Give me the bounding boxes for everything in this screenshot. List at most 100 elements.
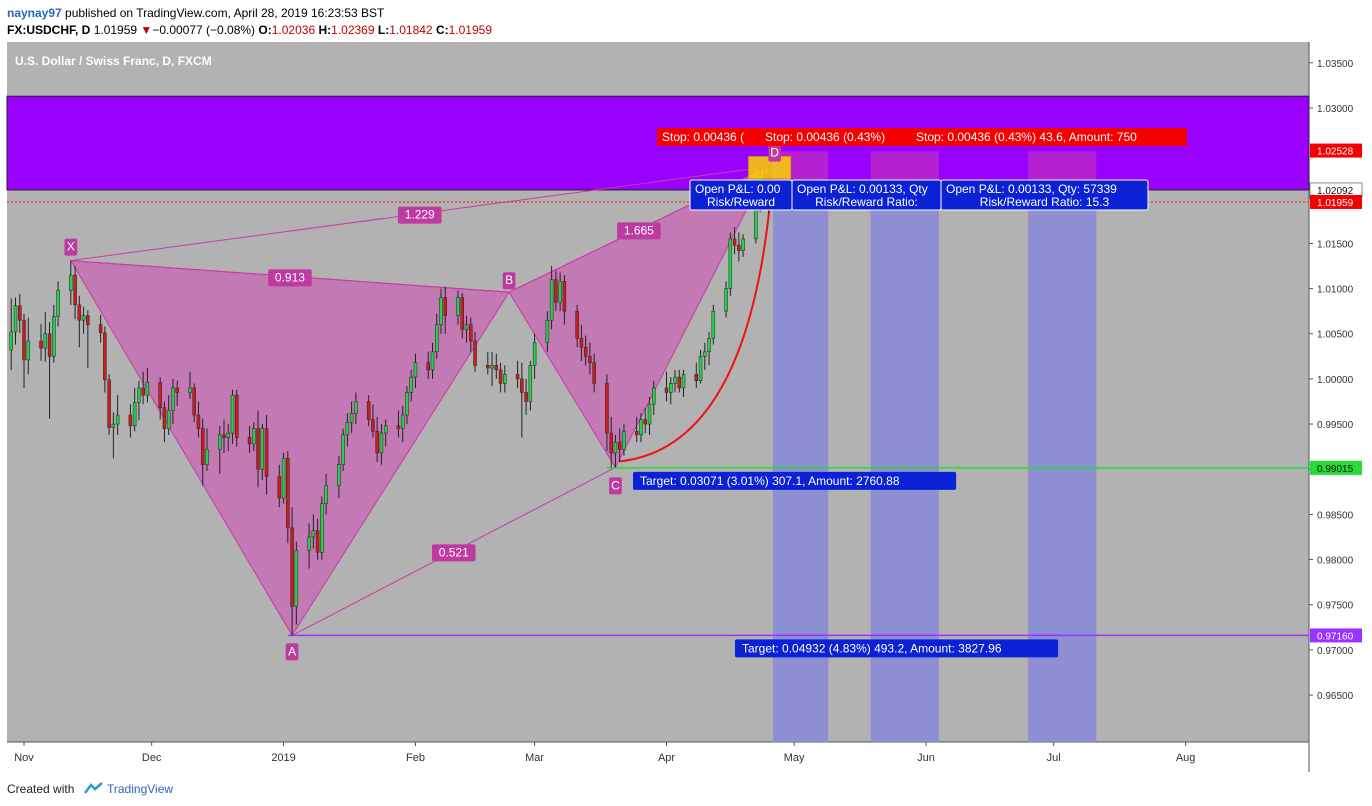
candle-down	[562, 281, 567, 312]
candle-down	[592, 362, 596, 384]
target-label-1: Target: 0.04932 (4.83%) 493.2, Amount: 3…	[742, 641, 1002, 655]
low-label: L:	[377, 23, 390, 37]
candle-up	[503, 374, 507, 384]
low-value: 1.01842	[389, 23, 433, 37]
candle-down	[469, 324, 473, 342]
candle-down	[605, 383, 609, 434]
price-badge-bg-4	[1310, 628, 1362, 643]
candle-up	[703, 351, 707, 357]
candle-up	[145, 382, 150, 396]
candle-down	[617, 441, 622, 450]
tradingview-brand-link[interactable]: TradingView	[107, 782, 174, 796]
candle-down	[583, 347, 588, 357]
candle-down	[664, 387, 669, 393]
point-label-D-bg	[768, 144, 781, 162]
x-tick-label: Jun	[917, 752, 935, 764]
candle-up	[166, 410, 171, 429]
published-text: published on TradingView.com, April 28, …	[65, 6, 385, 20]
symbol-text: FX:USDCHF, D	[7, 23, 91, 37]
open-label-line2-1: Risk/Reward Ratio:	[815, 195, 918, 209]
x-tick-label: Aug	[1176, 752, 1196, 764]
stop-label-bg-0	[657, 128, 760, 146]
publish-line: naynay97 published on TradingView.com, A…	[7, 6, 384, 20]
candle-down	[162, 407, 167, 429]
candle-down	[256, 428, 260, 470]
candle-down	[286, 458, 290, 529]
candle-down	[375, 431, 379, 454]
footer: Created with TradingView	[0, 772, 1372, 806]
tradingview-logo-icon[interactable]	[83, 781, 105, 795]
candle-down	[426, 362, 430, 371]
candle-down	[103, 332, 107, 381]
candle-up	[337, 464, 341, 486]
candle-down	[39, 340, 43, 349]
ohlc-line: FX:USDCHF, D 1.01959 ▼−0.00077 (−0.08%) …	[7, 23, 492, 37]
y-tick-label: 0.96500	[1317, 691, 1354, 702]
point-label-B-bg	[502, 272, 516, 290]
change-text: −0.00077 (−0.08%)	[152, 23, 256, 37]
candle-down	[694, 374, 699, 381]
price-badge-bg-0	[1310, 143, 1362, 158]
candle-down	[315, 530, 320, 553]
price-badge-4: 0.97160	[1317, 631, 1354, 642]
candle-up	[13, 305, 18, 333]
candle-up	[622, 431, 626, 450]
candle-down	[609, 432, 613, 454]
candle-up	[260, 428, 265, 470]
candle-down	[235, 394, 239, 438]
author-link[interactable]: naynay97	[7, 6, 62, 20]
y-tick-label: 1.00000	[1317, 375, 1354, 386]
ratio-label-1.229: 1.229	[405, 208, 435, 222]
candle-up	[413, 362, 418, 378]
candle-down	[554, 279, 558, 303]
candle-down	[443, 297, 447, 316]
price-chart[interactable]: 1.229 0.913 1.665 0.521 X A B C D Stop: 0.00436 (…	[0, 42, 1372, 772]
y-tick-label: 1.00500	[1317, 330, 1354, 341]
open-label-line1-1: Open P&L: 0.00133, Qty	[797, 182, 928, 196]
stop-label-1: Stop: 0.00436 (0.43%)	[765, 130, 885, 144]
y-tick-label: 0.98000	[1317, 556, 1354, 567]
candle-up	[613, 441, 618, 454]
candle-up	[324, 485, 328, 504]
candle-down	[520, 378, 524, 393]
candle-up	[111, 423, 116, 428]
candle-up	[490, 365, 494, 369]
candle-down	[77, 304, 82, 321]
point-label-B: B	[505, 273, 513, 287]
right-axis-background	[1309, 42, 1372, 742]
candle-up	[639, 419, 643, 436]
y-tick-label: 0.97000	[1317, 646, 1354, 657]
close-value: 1.01959	[448, 23, 493, 37]
open-label-line2-0: Risk/Reward	[707, 195, 775, 209]
candle-up	[405, 392, 409, 416]
candle-down	[460, 297, 465, 330]
price-badge-2: 1.01959	[1317, 198, 1354, 209]
candle-up	[528, 365, 533, 402]
candle-up	[294, 550, 299, 607]
candle-up	[115, 414, 120, 425]
chart-title: U.S. Dollar / Swiss Franc, D, FXCM	[15, 54, 212, 68]
close-label: C:	[435, 23, 449, 37]
candle-up	[379, 432, 384, 454]
last-price: 1.01959	[93, 23, 138, 37]
candle-down	[524, 392, 528, 402]
candle-up	[456, 297, 460, 316]
x-tick-label: May	[784, 752, 805, 764]
candle-up	[724, 288, 728, 312]
candle-down	[158, 382, 162, 409]
candle-down	[277, 476, 282, 499]
candle-down	[128, 414, 133, 427]
candle-up	[711, 310, 716, 339]
parabolic-curve	[619, 172, 774, 463]
candle-up	[669, 383, 673, 393]
y-tick-label: 0.97500	[1317, 601, 1354, 612]
stop-label-2: Stop: 0.00436 (0.43%) 43.6, Amount: 750	[916, 130, 1137, 144]
candle-down	[643, 419, 647, 425]
candle-down	[86, 315, 90, 325]
candle-up	[349, 412, 354, 423]
candle-down	[588, 356, 592, 363]
candle-down	[486, 365, 490, 369]
x-tick-label: Nov	[14, 752, 34, 764]
publish-header: naynay97 published on TradingView.com, A…	[0, 0, 1372, 42]
bottom-axis-background	[0, 742, 1372, 772]
